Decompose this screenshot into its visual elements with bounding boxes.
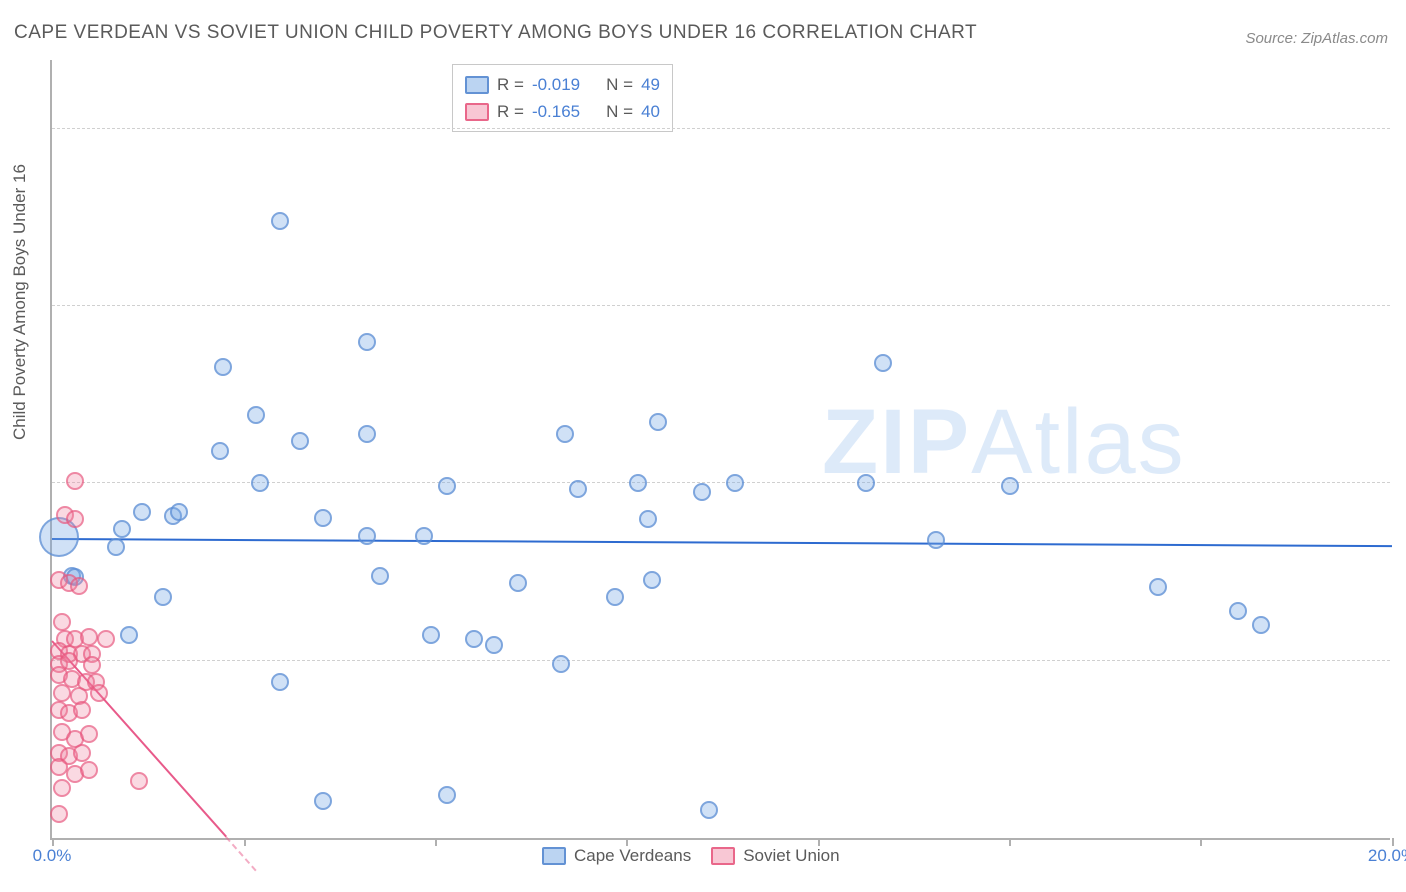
data-point	[465, 630, 483, 648]
data-point	[50, 758, 68, 776]
x-tick	[244, 838, 246, 846]
data-point	[643, 571, 661, 589]
data-point	[66, 510, 84, 528]
data-point	[556, 425, 574, 443]
stats-row-blue: R = -0.019 N = 49	[465, 71, 660, 98]
gridline	[52, 660, 1390, 661]
chart-title: CAPE VERDEAN VS SOVIET UNION CHILD POVER…	[14, 22, 977, 44]
regression-line	[52, 538, 1392, 547]
data-point	[358, 425, 376, 443]
data-point	[90, 684, 108, 702]
data-point	[857, 474, 875, 492]
data-point	[120, 626, 138, 644]
data-point	[73, 701, 91, 719]
data-point	[552, 655, 570, 673]
data-point	[70, 577, 88, 595]
data-point	[358, 333, 376, 351]
swatch-blue-icon	[542, 847, 566, 865]
x-tick	[626, 838, 628, 846]
gridline	[52, 305, 1390, 306]
data-point	[606, 588, 624, 606]
legend-item-blue: Cape Verdeans	[542, 846, 691, 866]
data-point	[371, 567, 389, 585]
data-point	[80, 761, 98, 779]
data-point	[422, 626, 440, 644]
data-point	[291, 432, 309, 450]
source-label: Source: ZipAtlas.com	[1245, 30, 1388, 47]
data-point	[271, 212, 289, 230]
y-tick-label: 37.5%	[1400, 286, 1406, 306]
data-point	[438, 786, 456, 804]
x-tick	[435, 838, 437, 846]
x-tick	[1200, 838, 1202, 846]
series-legend: Cape Verdeans Soviet Union	[542, 846, 840, 866]
data-point	[214, 358, 232, 376]
y-tick-label: 25.0%	[1400, 463, 1406, 483]
x-tick-label: 20.0%	[1368, 846, 1406, 866]
data-point	[358, 527, 376, 545]
data-point	[50, 805, 68, 823]
swatch-pink-icon	[465, 103, 489, 121]
data-point	[170, 503, 188, 521]
data-point	[83, 656, 101, 674]
data-point	[66, 472, 84, 490]
data-point	[133, 503, 151, 521]
data-point	[247, 406, 265, 424]
gridline	[52, 128, 1390, 129]
data-point	[97, 630, 115, 648]
data-point	[251, 474, 269, 492]
swatch-pink-icon	[711, 847, 735, 865]
data-point	[700, 801, 718, 819]
data-point	[649, 413, 667, 431]
data-point	[113, 520, 131, 538]
data-point	[639, 510, 657, 528]
x-tick	[1009, 838, 1011, 846]
data-point	[80, 628, 98, 646]
data-point	[1149, 578, 1167, 596]
data-point	[569, 480, 587, 498]
data-point	[154, 588, 172, 606]
data-point	[53, 779, 71, 797]
data-point	[693, 483, 711, 501]
x-tick-label: 0.0%	[33, 846, 72, 866]
data-point	[1001, 477, 1019, 495]
data-point	[73, 744, 91, 762]
data-point	[314, 509, 332, 527]
data-point	[107, 538, 125, 556]
y-axis-label: Child Poverty Among Boys Under 16	[10, 164, 30, 440]
legend-item-pink: Soviet Union	[711, 846, 839, 866]
data-point	[874, 354, 892, 372]
data-point	[271, 673, 289, 691]
data-point	[130, 772, 148, 790]
y-tick-label: 50.0%	[1400, 109, 1406, 129]
y-tick-label: 12.5%	[1400, 641, 1406, 661]
regression-dash	[225, 836, 257, 871]
data-point	[438, 477, 456, 495]
data-point	[629, 474, 647, 492]
data-point	[53, 684, 71, 702]
scatter-plot: ZIPAtlas R = -0.019 N = 49 R = -0.165 N …	[50, 60, 1390, 840]
swatch-blue-icon	[465, 76, 489, 94]
stats-row-pink: R = -0.165 N = 40	[465, 98, 660, 125]
data-point	[726, 474, 744, 492]
data-point	[53, 613, 71, 631]
data-point	[415, 527, 433, 545]
data-point	[485, 636, 503, 654]
x-tick	[1392, 838, 1394, 846]
data-point	[80, 725, 98, 743]
data-point	[509, 574, 527, 592]
data-point	[1229, 602, 1247, 620]
stats-legend: R = -0.019 N = 49 R = -0.165 N = 40	[452, 64, 673, 132]
data-point	[314, 792, 332, 810]
data-point	[927, 531, 945, 549]
x-tick	[52, 838, 54, 846]
data-point	[1252, 616, 1270, 634]
x-tick	[818, 838, 820, 846]
data-point	[211, 442, 229, 460]
